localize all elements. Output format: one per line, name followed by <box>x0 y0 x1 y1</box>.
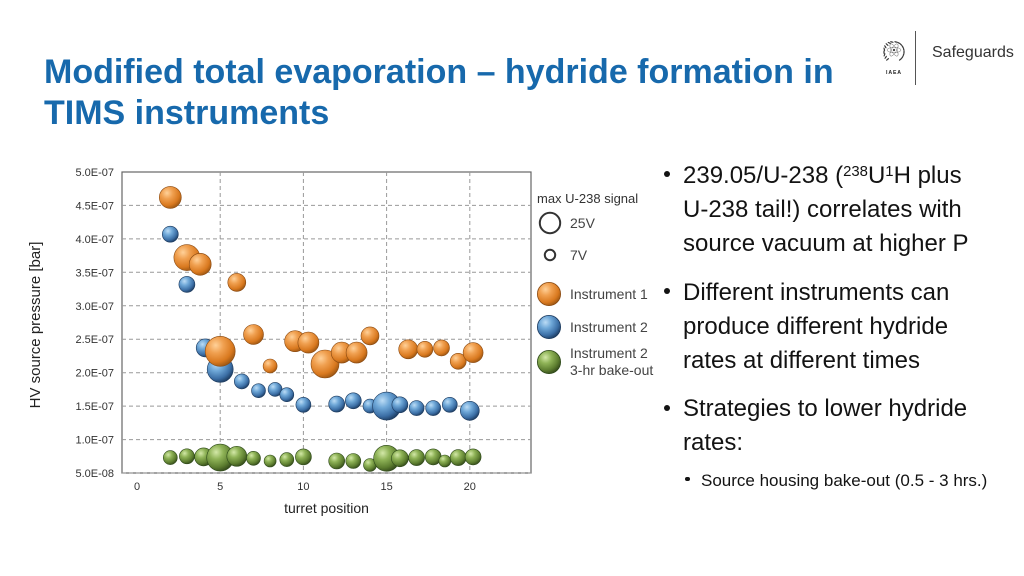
svg-text:1.0E-07: 1.0E-07 <box>75 435 114 447</box>
svg-text:5.0E-08: 5.0E-08 <box>75 468 114 480</box>
svg-text:3.0E-07: 3.0E-07 <box>75 301 114 313</box>
svg-text:15: 15 <box>380 481 392 493</box>
svg-text:turret position: turret position <box>284 500 369 516</box>
svg-text:10: 10 <box>297 481 309 493</box>
svg-text:HV source pressure [bar]: HV source pressure [bar] <box>27 242 44 409</box>
svg-text:0: 0 <box>134 481 140 493</box>
svg-text:4.5E-07: 4.5E-07 <box>75 200 114 212</box>
svg-text:3-hr bake-out: 3-hr bake-out <box>570 362 653 378</box>
svg-text:2.5E-07: 2.5E-07 <box>75 334 114 346</box>
svg-text:5.0E-07: 5.0E-07 <box>75 167 114 179</box>
svg-text:4.0E-07: 4.0E-07 <box>75 234 114 246</box>
svg-text:1.5E-07: 1.5E-07 <box>75 401 114 413</box>
svg-text:max U-238 signal: max U-238 signal <box>537 191 638 206</box>
svg-text:5: 5 <box>217 481 223 493</box>
svg-text:25V: 25V <box>570 215 596 231</box>
svg-text:20: 20 <box>464 481 476 493</box>
svg-text:3.5E-07: 3.5E-07 <box>75 267 114 279</box>
svg-text:Instrument 2: Instrument 2 <box>570 319 648 335</box>
svg-text:Instrument 1: Instrument 1 <box>570 286 648 302</box>
svg-text:Instrument 2: Instrument 2 <box>570 345 648 361</box>
svg-text:7V: 7V <box>570 247 588 263</box>
svg-text:2.0E-07: 2.0E-07 <box>75 368 114 380</box>
